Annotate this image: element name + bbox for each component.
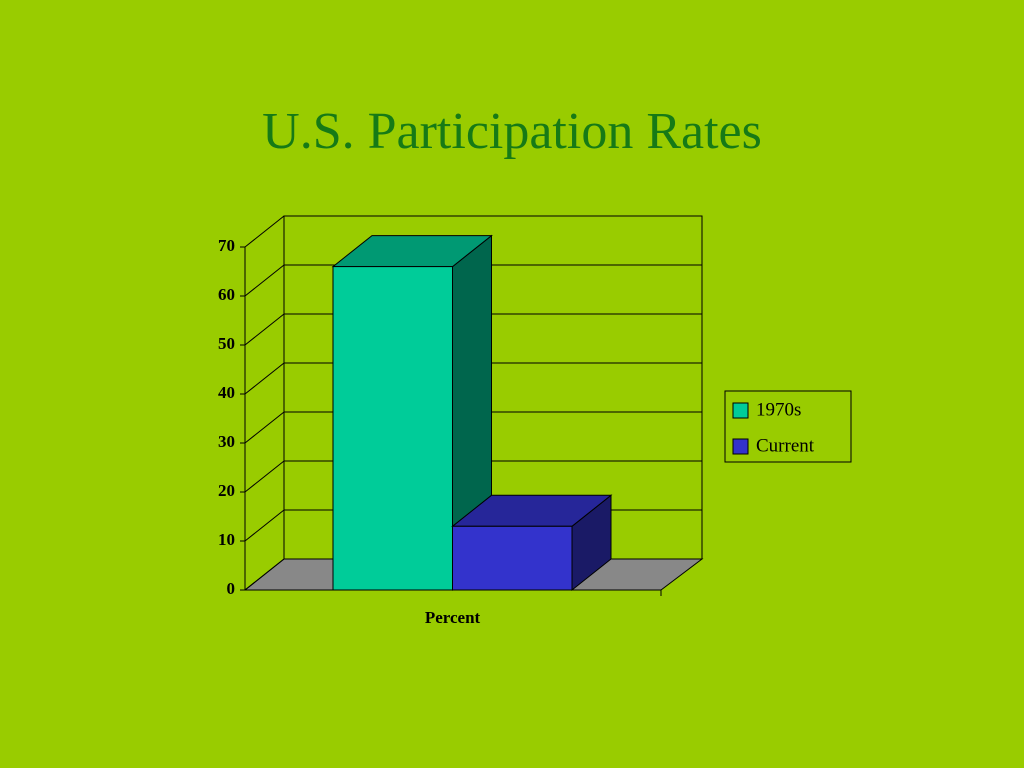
y-tick-label: 30 <box>218 432 235 451</box>
y-tick-label: 10 <box>218 530 235 549</box>
grid-line <box>244 509 285 542</box>
chart-title: U.S. Participation Rates <box>262 103 762 160</box>
legend-label: 1970s <box>756 399 801 420</box>
grid-line <box>244 558 285 591</box>
grid-line <box>244 411 285 444</box>
legend-swatch <box>732 438 749 455</box>
legend-swatch <box>732 402 749 419</box>
y-tick-label: 60 <box>218 285 235 304</box>
y-tick-label: 70 <box>218 236 235 255</box>
grid-line <box>244 313 285 346</box>
grid-line <box>244 215 285 248</box>
bar <box>452 525 573 591</box>
legend-box <box>724 390 852 463</box>
y-tick-label: 0 <box>227 579 236 598</box>
grid-line <box>244 264 285 297</box>
y-tick-label: 40 <box>218 383 235 402</box>
x-tick-label: Percent <box>425 608 481 627</box>
legend-label: Current <box>756 435 815 456</box>
grid-line <box>244 460 285 493</box>
y-tick-label: 20 <box>218 481 235 500</box>
y-tick-label: 50 <box>218 334 235 353</box>
grid-line <box>244 362 285 395</box>
bar <box>332 266 453 591</box>
